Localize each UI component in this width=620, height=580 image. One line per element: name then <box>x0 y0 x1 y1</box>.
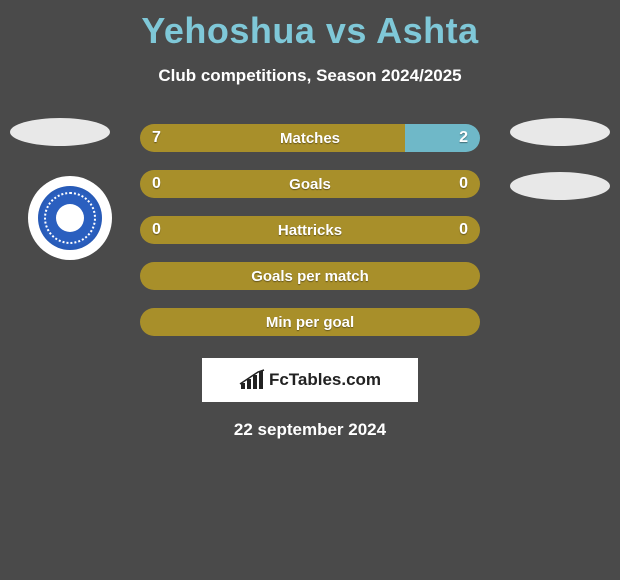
stat-row-goals-per-match: Goals per match <box>140 262 480 290</box>
stat-bar-left <box>140 124 405 152</box>
stat-value-right: 0 <box>459 175 468 193</box>
page-title: Yehoshua vs Ashta <box>0 0 620 52</box>
subtitle: Club competitions, Season 2024/2025 <box>0 66 620 86</box>
club-right-placeholder <box>510 172 610 200</box>
brand-text: FcTables.com <box>269 370 381 390</box>
stat-value-left: 0 <box>152 221 161 239</box>
stat-label: Goals per match <box>251 268 369 285</box>
stat-value-right: 2 <box>459 129 468 147</box>
stat-rows: 7 Matches 2 0 Goals 0 0 Hattricks 0 Goal… <box>140 124 480 336</box>
comparison-chart: 7 Matches 2 0 Goals 0 0 Hattricks 0 Goal… <box>0 124 620 440</box>
club-badge-icon <box>38 186 102 250</box>
stat-label: Min per goal <box>266 314 354 331</box>
stat-row-hattricks: 0 Hattricks 0 <box>140 216 480 244</box>
player-right-avatar-placeholder <box>510 118 610 146</box>
stat-label: Hattricks <box>278 222 342 239</box>
stat-bar-right <box>405 124 480 152</box>
brand-box: FcTables.com <box>202 358 418 402</box>
date-text: 22 september 2024 <box>0 420 620 440</box>
stat-value-left: 7 <box>152 129 161 147</box>
stat-value-left: 0 <box>152 175 161 193</box>
stat-label: Matches <box>280 130 340 147</box>
club-left-badge <box>28 176 112 260</box>
stat-row-matches: 7 Matches 2 <box>140 124 480 152</box>
stat-row-min-per-goal: Min per goal <box>140 308 480 336</box>
stat-value-right: 0 <box>459 221 468 239</box>
player-left-avatar-placeholder <box>10 118 110 146</box>
stat-row-goals: 0 Goals 0 <box>140 170 480 198</box>
chart-bars-icon <box>239 369 265 391</box>
stat-label: Goals <box>289 176 331 193</box>
soccer-ball-icon <box>56 204 84 232</box>
